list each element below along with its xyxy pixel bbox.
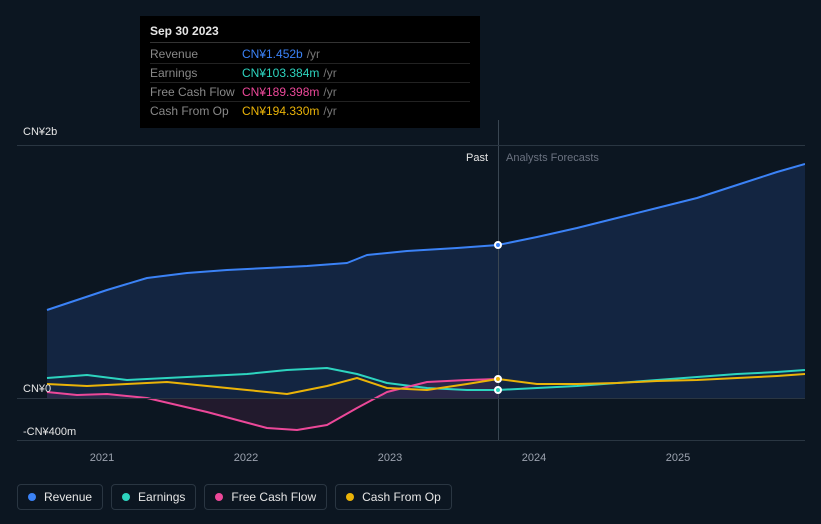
x-axis-label: 2022: [234, 452, 258, 464]
tooltip-metric: Revenue: [150, 47, 242, 61]
legend-item-revenue[interactable]: Revenue: [17, 484, 103, 510]
tooltip-metric: Free Cash Flow: [150, 85, 242, 99]
legend-dot-icon: [346, 493, 354, 501]
legend-label: Cash From Op: [362, 490, 441, 504]
legend-item-free-cash-flow[interactable]: Free Cash Flow: [204, 484, 327, 510]
legend: Revenue Earnings Free Cash Flow Cash From O…: [17, 484, 452, 510]
tooltip-rows: RevenueCN¥1.452b/yrEarningsCN¥103.384m/y…: [150, 45, 470, 120]
y-axis-label: -CN¥400m: [23, 426, 76, 438]
data-point-marker: [494, 241, 502, 249]
tooltip-date: Sep 30 2023: [150, 24, 470, 43]
y-axis-label: CN¥0: [23, 383, 51, 395]
x-axis-label: 2025: [666, 452, 690, 464]
data-point-marker: [494, 386, 502, 394]
past-label: Past: [466, 152, 488, 164]
y-axis-label: CN¥2b: [23, 126, 57, 138]
legend-label: Revenue: [44, 490, 92, 504]
tooltip-unit: /yr: [323, 85, 336, 99]
gridline: [17, 440, 805, 441]
tooltip-row: Free Cash FlowCN¥189.398m/yr: [150, 83, 470, 102]
x-axis-label: 2024: [522, 452, 546, 464]
tooltip-row: EarningsCN¥103.384m/yr: [150, 64, 470, 83]
tooltip-value: CN¥103.384m: [242, 66, 319, 80]
legend-dot-icon: [215, 493, 223, 501]
legend-dot-icon: [28, 493, 36, 501]
tooltip-unit: /yr: [307, 47, 320, 61]
tooltip-row: Cash From OpCN¥194.330m/yr: [150, 102, 470, 120]
legend-label: Earnings: [138, 490, 185, 504]
tooltip-value: CN¥189.398m: [242, 85, 319, 99]
tooltip-row: RevenueCN¥1.452b/yr: [150, 45, 470, 64]
tooltip-value: CN¥194.330m: [242, 104, 319, 118]
data-point-marker: [494, 375, 502, 383]
tooltip-unit: /yr: [323, 104, 336, 118]
forecast-label: Analysts Forecasts: [506, 152, 599, 164]
tooltip-value: CN¥1.452b: [242, 47, 303, 61]
x-axis-label: 2021: [90, 452, 114, 464]
data-tooltip: Sep 30 2023 RevenueCN¥1.452b/yrEarningsC…: [140, 16, 480, 128]
tooltip-metric: Earnings: [150, 66, 242, 80]
x-axis-label: 2023: [378, 452, 402, 464]
legend-dot-icon: [122, 493, 130, 501]
legend-label: Free Cash Flow: [231, 490, 316, 504]
gridline: [17, 145, 805, 146]
tooltip-unit: /yr: [323, 66, 336, 80]
gridline: [17, 398, 805, 399]
legend-item-cash-from-op[interactable]: Cash From Op: [335, 484, 452, 510]
tooltip-metric: Cash From Op: [150, 104, 242, 118]
legend-item-earnings[interactable]: Earnings: [111, 484, 196, 510]
